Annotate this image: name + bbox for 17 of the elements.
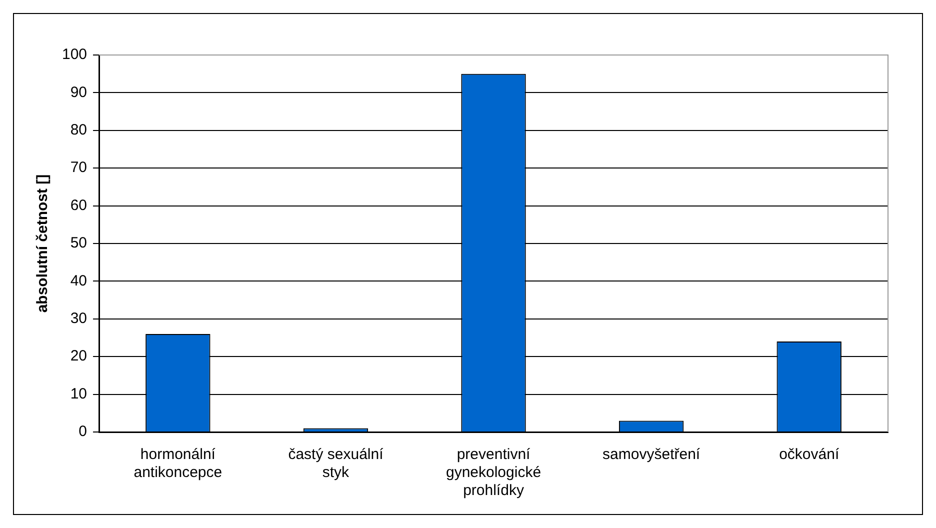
- x-tick-label: preventivní gynekologické prohlídky: [446, 446, 542, 500]
- y-tick-label: 60: [70, 196, 88, 214]
- x-tick-label: častý sexuální styk: [288, 446, 384, 482]
- y-tick-label: 70: [70, 159, 88, 176]
- y-tick-label: 0: [78, 423, 88, 440]
- y-tick-label: 100: [62, 46, 88, 64]
- x-tick-label: samovyšetření: [602, 446, 701, 464]
- y-tick-label: 90: [70, 84, 88, 101]
- x-tick-label: očkování: [779, 446, 840, 464]
- y-axis-title: absolutní četnost []: [34, 174, 52, 313]
- y-tick-label: 20: [70, 348, 88, 365]
- y-tick-label: 10: [70, 385, 88, 402]
- x-tick-label: hormonální antikoncepce: [134, 446, 222, 482]
- y-tick-label: 40: [70, 272, 88, 290]
- y-tick-label: 50: [70, 234, 88, 252]
- y-tick-label: 80: [70, 122, 88, 139]
- y-tick-label: 30: [70, 310, 88, 328]
